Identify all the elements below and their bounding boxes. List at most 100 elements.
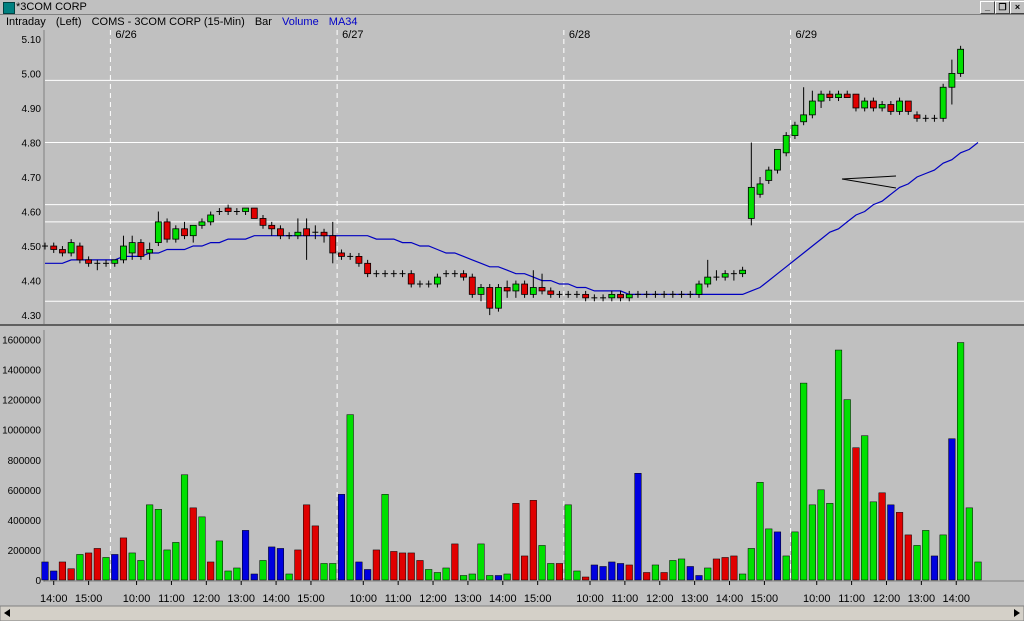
candle-103	[939, 83, 947, 122]
candle-body	[887, 104, 895, 112]
volume-bar-89	[817, 489, 825, 581]
time-label-16: 12:00	[646, 593, 674, 605]
volume-bar-101	[922, 530, 930, 581]
candle-86	[791, 121, 799, 140]
volume-bar-20	[215, 540, 223, 581]
candle-body	[495, 287, 502, 309]
volume-tick-label-6: 400000	[8, 516, 42, 527]
volume-bar-59	[555, 563, 564, 581]
volume-bar-10	[128, 552, 136, 581]
volume-bar-6	[93, 548, 101, 581]
candle-0	[42, 242, 48, 250]
candle-body	[765, 169, 773, 181]
candle-91	[835, 90, 842, 102]
candle-body	[782, 135, 790, 154]
price-tick-label-8: 4.30	[22, 311, 42, 322]
volume-bar-49	[468, 573, 476, 581]
time-label-14: 10:00	[576, 593, 604, 605]
volume-bar-7	[102, 557, 110, 581]
volume-bar-57	[538, 545, 546, 581]
candle-10	[128, 235, 136, 260]
candle-94	[861, 97, 869, 112]
candle-73	[678, 290, 685, 298]
candle-body	[774, 148, 781, 171]
volume-bar-86	[791, 531, 799, 581]
volume-bar-61	[573, 570, 581, 581]
restore-button[interactable]: ❐	[995, 1, 1010, 14]
candle-99	[904, 100, 912, 115]
volume-bar-67	[625, 564, 633, 581]
candle-body	[460, 273, 467, 278]
candle-96	[878, 101, 886, 112]
day-label-2: 6/28	[569, 29, 590, 41]
time-label-20: 10:00	[803, 593, 831, 605]
candle-102	[931, 114, 938, 122]
horizontal-scrollbar	[0, 605, 1024, 621]
volume-bar-58	[547, 563, 555, 581]
scroll-left-icon[interactable]	[4, 609, 10, 617]
candle-body	[303, 228, 311, 237]
candle-30	[303, 218, 311, 260]
candle-43	[416, 280, 423, 288]
volume-bar-46	[442, 567, 450, 581]
candle-48	[460, 270, 467, 281]
candle-body	[913, 114, 921, 119]
volume-bar-35	[346, 414, 354, 581]
candle-37	[364, 259, 372, 278]
volume-bar-87	[800, 382, 808, 581]
volume-bar-16	[180, 474, 189, 581]
candle-64	[600, 294, 607, 302]
candle-83	[765, 166, 773, 184]
volume-bar-43	[416, 560, 424, 581]
volume-bar-0	[41, 561, 49, 581]
candle-82	[756, 177, 764, 198]
volume-bar-102	[930, 555, 938, 581]
volume-bar-53	[503, 573, 511, 581]
candle-body	[878, 104, 886, 109]
candle-body	[957, 48, 964, 74]
candle-11	[137, 239, 145, 260]
scroll-right-icon[interactable]	[1014, 609, 1020, 617]
time-label-9: 11:00	[385, 593, 412, 605]
volume-bar-25	[259, 560, 267, 581]
volume-bar-104	[948, 438, 956, 581]
candle-body	[146, 249, 154, 254]
candle-body	[259, 218, 267, 226]
candle-58	[547, 287, 555, 298]
volume-tick-label-3: 1000000	[2, 426, 41, 437]
candle-60	[565, 290, 572, 298]
candle-17	[189, 224, 197, 243]
candle-81	[747, 142, 755, 226]
candle-61	[573, 290, 580, 298]
time-label-21: 11:00	[838, 593, 865, 605]
volume-bar-94	[861, 435, 869, 581]
volume-bar-77	[712, 558, 720, 581]
candle-body	[939, 86, 947, 119]
candle-36	[355, 252, 363, 267]
volume-bar-69	[643, 572, 651, 581]
candle-69	[643, 290, 650, 298]
day-label-3: 6/29	[796, 29, 817, 41]
candle-body	[320, 231, 328, 237]
candle-57	[538, 273, 546, 295]
candle-body	[695, 283, 703, 295]
candle-body	[486, 287, 494, 309]
candle-body	[181, 228, 188, 237]
time-label-3: 11:00	[158, 593, 185, 605]
volume-bar-48	[460, 575, 468, 581]
volume-bar-92	[843, 399, 851, 581]
volume-bar-82	[756, 482, 764, 581]
candle-body	[407, 273, 415, 285]
price-tick-label-7: 4.40	[22, 277, 42, 288]
volume-tick-label-8: 0	[35, 576, 41, 587]
symbol-description: COMS - 3COM CORP (15-Min)	[91, 16, 245, 28]
volume-bar-54	[512, 503, 520, 581]
day-label-1: 6/27	[342, 29, 363, 41]
time-label-18: 14:00	[716, 593, 744, 605]
close-button[interactable]: ×	[1010, 1, 1024, 14]
minimize-button[interactable]: _	[980, 1, 995, 14]
time-label-15: 11:00	[612, 593, 639, 605]
volume-bar-36	[355, 561, 363, 581]
candle-body	[128, 242, 136, 254]
